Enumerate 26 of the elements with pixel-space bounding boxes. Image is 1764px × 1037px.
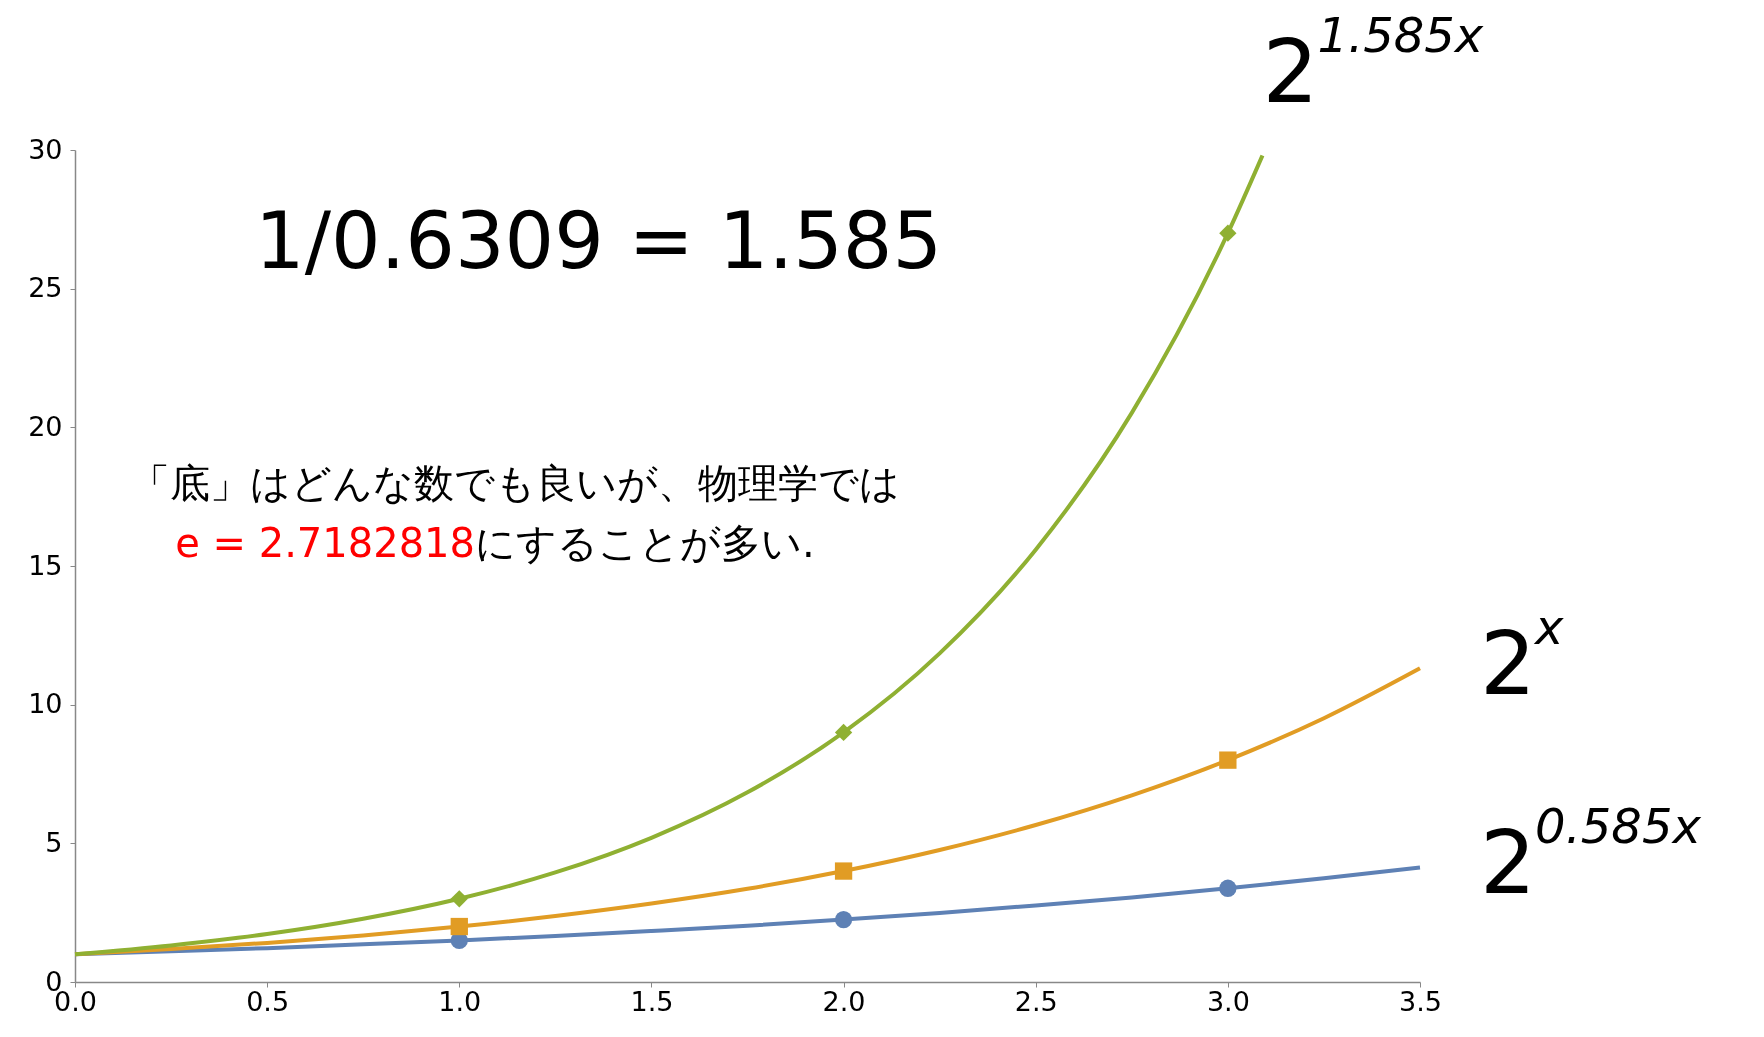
annotation: e = 2.7182818: [175, 520, 475, 566]
y-tick-label: 5: [45, 826, 63, 858]
y-tick-label: 15: [28, 549, 63, 581]
y-tick-label: 30: [28, 133, 63, 165]
x-tick-label: 1.5: [630, 985, 674, 1017]
point: [450, 917, 468, 936]
point: [450, 890, 468, 908]
annotation: 1/0.6309 = 1.585: [255, 196, 943, 286]
point: [834, 723, 853, 742]
x-tick-label: 1.0: [438, 985, 482, 1017]
line-series: [73, 153, 1265, 957]
point: [1219, 879, 1237, 897]
y-tick-label: 25: [28, 272, 63, 304]
point: [1219, 751, 1237, 769]
x-tick-label: 0.5: [246, 985, 290, 1017]
y-tick-label: 20: [28, 410, 63, 442]
y-tick-label: 10: [28, 688, 63, 720]
x-tick-label: 2.5: [1014, 985, 1058, 1017]
annotation: にすることが多い.: [475, 520, 815, 566]
x-tick-label: 3.5: [1399, 985, 1442, 1017]
point: [834, 910, 853, 929]
x-tick-label: 3.0: [1206, 985, 1250, 1017]
point: [1219, 224, 1237, 242]
point: [834, 862, 853, 880]
x-tick-label: 2.0: [822, 985, 866, 1017]
annotation: 「底」はどんな数でも良いが、物理学では: [130, 460, 900, 506]
